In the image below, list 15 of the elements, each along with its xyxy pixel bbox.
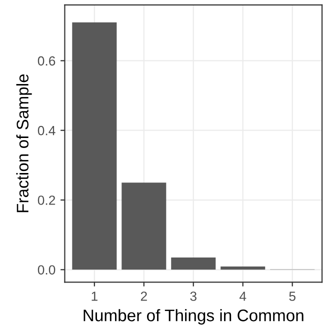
bar xyxy=(122,182,166,270)
x-tick-label: 1 xyxy=(92,292,98,301)
x-tick-label: 2 xyxy=(140,292,147,301)
y-tick-label: 0.6 xyxy=(38,56,56,66)
bar xyxy=(72,22,117,270)
y-tick-label: 0.2 xyxy=(38,196,56,205)
y-axis-title: Fraction of Sample xyxy=(16,74,32,212)
bar xyxy=(171,257,216,270)
x-tick-label: 3 xyxy=(190,292,196,301)
bar xyxy=(220,266,266,270)
y-tick-label: 0.4 xyxy=(38,126,56,136)
x-tick-label: 4 xyxy=(240,292,246,301)
x-axis-title: Number of Things in Common xyxy=(84,309,304,325)
x-tick-label: 5 xyxy=(289,292,296,301)
y-tick-label: 0.0 xyxy=(38,265,56,275)
